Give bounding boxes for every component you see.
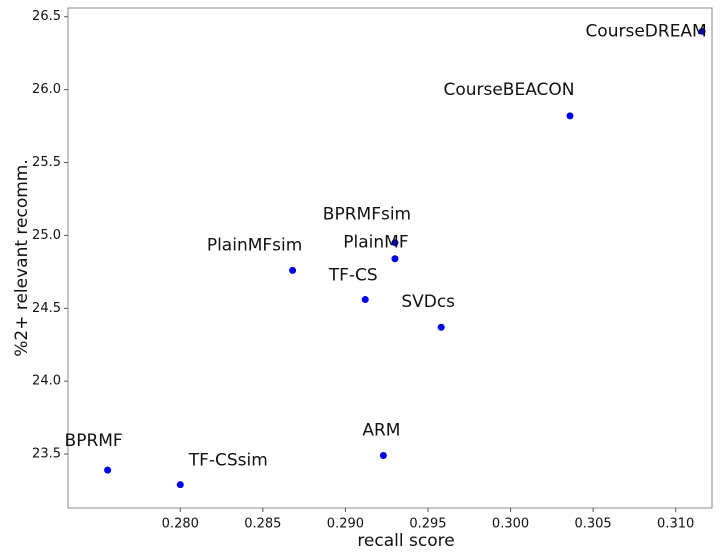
y-tick-label: 25.0 [32, 228, 61, 243]
y-axis-label: %2+ relevant recomm. [12, 159, 32, 357]
point-label: PlainMFsim [207, 235, 302, 255]
point-label: TF-CS [328, 266, 378, 286]
point [289, 266, 297, 274]
point [566, 112, 574, 120]
point [698, 27, 706, 35]
x-tick-label: 0.310 [657, 517, 694, 532]
point [176, 481, 184, 489]
y-tick-label: 26.5 [32, 9, 61, 24]
x-tick-label: 0.280 [162, 517, 199, 532]
point-label: BPRMFsim [323, 205, 411, 225]
point-label: SVDcs [401, 292, 455, 312]
y-tick-label: 26.0 [32, 82, 61, 97]
y-tick-label: 23.5 [32, 447, 61, 462]
point [379, 452, 387, 460]
point [391, 255, 399, 263]
x-tick-label: 0.290 [327, 517, 364, 532]
point-label: CourseDREAM [585, 21, 706, 41]
point [361, 296, 369, 304]
x-tick-label: 0.300 [492, 517, 529, 532]
x-axis-label: recall score [357, 531, 454, 551]
point [391, 239, 399, 247]
point-label: ARM [362, 421, 400, 441]
point [437, 323, 445, 331]
point-label: BPRMF [65, 431, 123, 451]
x-tick-label: 0.285 [244, 517, 281, 532]
y-tick-label: 25.5 [32, 155, 61, 170]
point [104, 466, 112, 474]
x-tick-label: 0.305 [574, 517, 611, 532]
point-label: PlainMF [343, 233, 408, 253]
x-tick-label: 0.295 [409, 517, 446, 532]
plot-frame [67, 7, 713, 509]
y-tick-label: 24.0 [32, 374, 61, 389]
point-label: TF-CSsim [188, 451, 268, 471]
point-label: CourseBEACON [443, 80, 574, 100]
y-tick-label: 24.5 [32, 301, 61, 316]
